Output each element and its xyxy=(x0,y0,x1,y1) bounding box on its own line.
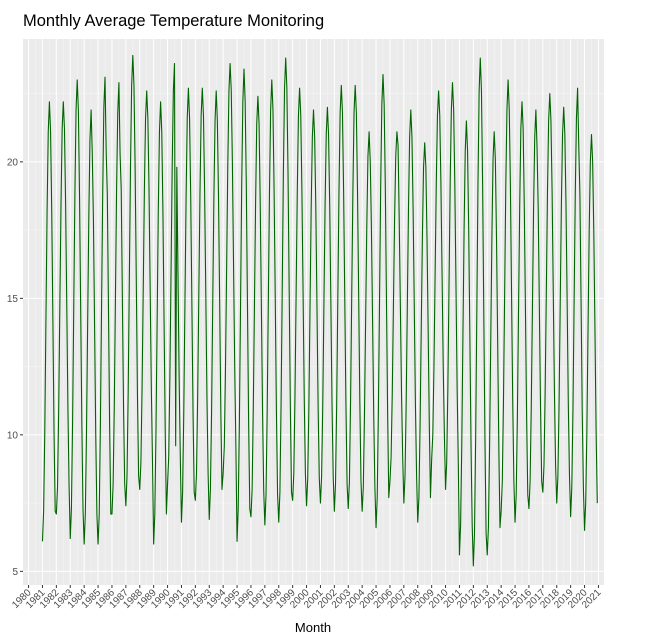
x-axis-title: Month xyxy=(295,620,331,635)
x-axis-tick-labels: 1980198119821983198419851986198719881989… xyxy=(10,587,604,611)
y-axis-tick-labels: 5 10 15 20 xyxy=(7,157,19,577)
y-tick-label: 20 xyxy=(7,157,19,168)
y-tick-label: 5 xyxy=(12,567,18,578)
y-tick-label: 10 xyxy=(7,430,19,441)
y-tick-label: 15 xyxy=(7,294,19,305)
